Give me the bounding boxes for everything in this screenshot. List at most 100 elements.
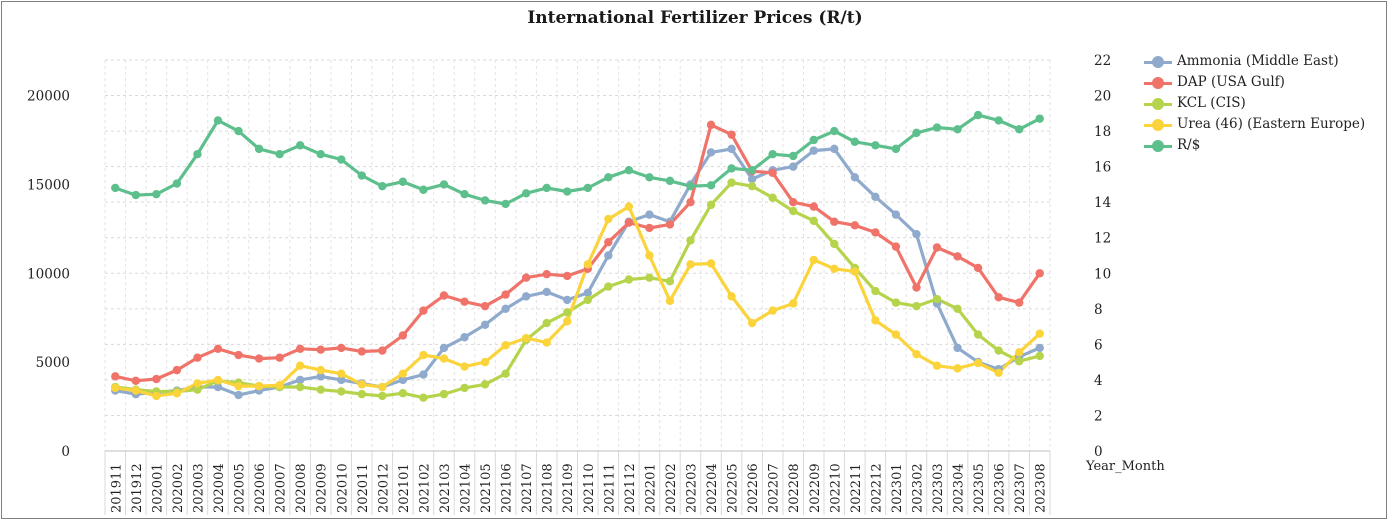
series-line-urea-46-eastern-europe <box>113 205 1042 398</box>
data-point-dap-usa-gulf <box>973 263 983 273</box>
data-point-dap-usa-gulf <box>563 271 572 281</box>
data-point-kcl-cis <box>665 277 675 286</box>
x-tick-label: 202306 <box>993 463 1008 513</box>
data-point-urea-46-eastern-europe <box>213 375 223 385</box>
data-point-ammonia-middle-east <box>1035 343 1044 353</box>
x-tick-label: 202208 <box>787 463 802 513</box>
data-point-urea-46-eastern-europe <box>912 349 921 359</box>
data-point-urea-46-eastern-europe <box>747 318 757 328</box>
x-tick-label: 202008 <box>294 463 309 513</box>
data-point-ammonia-middle-east <box>912 229 921 239</box>
data-point-urea-46-eastern-europe <box>686 260 695 269</box>
data-point-ammonia-middle-east <box>337 375 346 385</box>
data-point-dap-usa-gulf <box>419 306 428 315</box>
data-point-kcl-cis <box>604 282 613 291</box>
data-point-urea-46-eastern-europe <box>337 369 346 378</box>
data-point-dap-usa-gulf <box>521 273 531 282</box>
data-point-ammonia-middle-east <box>871 192 880 202</box>
y2-tick-label: 4 <box>1094 373 1103 389</box>
x-tick-label: 202012 <box>376 463 391 513</box>
data-point-kcl-cis <box>378 391 387 401</box>
data-point-kcl-cis <box>542 318 551 328</box>
data-point-r <box>830 126 839 136</box>
data-point-r <box>604 173 613 182</box>
data-point-ammonia-middle-east <box>480 320 490 330</box>
data-point-dap-usa-gulf <box>542 269 551 279</box>
data-point-urea-46-eastern-europe <box>624 202 634 211</box>
data-point-dap-usa-gulf <box>1014 298 1024 307</box>
data-point-kcl-cis <box>398 389 408 398</box>
data-point-ammonia-middle-east <box>234 390 243 400</box>
data-point-r <box>912 128 921 138</box>
data-point-urea-46-eastern-europe <box>645 251 654 260</box>
data-point-urea-46-eastern-europe <box>254 381 264 391</box>
x-tick-label: 202110 <box>582 463 597 513</box>
data-point-urea-46-eastern-europe <box>604 214 613 224</box>
data-point-kcl-cis <box>316 385 325 394</box>
y2-tick-label: 10 <box>1094 266 1111 282</box>
chart-title: International Fertilizer Prices (R/t) <box>527 8 863 28</box>
x-tick-label: 202103 <box>438 463 453 513</box>
y2-tick-label: 20 <box>1094 89 1111 105</box>
data-point-urea-46-eastern-europe <box>891 330 901 339</box>
data-point-r <box>563 187 572 196</box>
data-point-kcl-cis <box>439 389 449 399</box>
data-point-urea-46-eastern-europe <box>460 362 469 371</box>
data-point-r <box>932 123 942 132</box>
data-point-ammonia-middle-east <box>316 372 325 381</box>
data-point-r <box>275 149 284 159</box>
y-tick-label: 0 <box>61 444 70 460</box>
data-point-urea-46-eastern-europe <box>727 292 736 301</box>
data-point-dap-usa-gulf <box>871 228 880 237</box>
legend-marker <box>1152 98 1164 110</box>
data-point-ammonia-middle-east <box>398 375 408 385</box>
data-point-kcl-cis <box>706 200 716 210</box>
data-point-dap-usa-gulf <box>1035 269 1044 278</box>
data-point-r <box>994 116 1003 125</box>
data-point-dap-usa-gulf <box>830 217 839 226</box>
y2-tick-label: 16 <box>1094 160 1111 176</box>
x-tick-label: 202011 <box>356 463 371 513</box>
y-tick-label: 15000 <box>27 177 70 193</box>
data-point-kcl-cis <box>337 387 346 396</box>
data-point-kcl-cis <box>480 380 490 389</box>
data-point-r <box>213 116 223 125</box>
x-tick-label: 202206 <box>746 463 761 513</box>
data-point-kcl-cis <box>768 193 777 202</box>
x-tick-label: 202308 <box>1034 463 1049 513</box>
data-point-kcl-cis <box>583 295 592 305</box>
data-point-r <box>131 190 141 200</box>
data-point-r <box>152 189 161 199</box>
series-line-r <box>113 113 1042 206</box>
data-point-kcl-cis <box>953 304 962 314</box>
data-point-kcl-cis <box>932 294 942 304</box>
data-point-kcl-cis <box>973 330 983 339</box>
data-point-urea-46-eastern-europe <box>871 316 880 325</box>
data-point-kcl-cis <box>193 385 202 394</box>
data-point-dap-usa-gulf <box>460 297 469 306</box>
x-tick-label: 202111 <box>602 463 617 513</box>
y2-tick-label: 2 <box>1094 408 1103 424</box>
data-point-ammonia-middle-east <box>439 343 449 353</box>
data-point-kcl-cis <box>419 393 428 402</box>
x-tick-label: 202010 <box>335 463 350 513</box>
data-point-urea-46-eastern-europe <box>789 299 798 308</box>
data-point-ammonia-middle-east <box>563 295 572 305</box>
data-point-urea-46-eastern-europe <box>398 369 408 378</box>
data-point-dap-usa-gulf <box>768 168 777 178</box>
data-point-r <box>439 180 449 189</box>
x-tick-label: 202102 <box>417 463 432 513</box>
x-tick-label: 202304 <box>952 463 967 513</box>
data-point-r <box>891 144 901 154</box>
data-point-r <box>1035 114 1044 123</box>
data-point-r <box>953 125 962 134</box>
data-point-urea-46-eastern-europe <box>172 389 182 398</box>
data-point-dap-usa-gulf <box>193 353 202 362</box>
data-point-kcl-cis <box>830 239 839 249</box>
data-point-r <box>645 173 654 182</box>
legend-marker <box>1152 119 1164 131</box>
data-point-ammonia-middle-east <box>727 144 736 154</box>
legend-marker <box>1152 140 1164 152</box>
data-point-dap-usa-gulf <box>213 344 223 354</box>
data-point-r <box>665 176 675 186</box>
